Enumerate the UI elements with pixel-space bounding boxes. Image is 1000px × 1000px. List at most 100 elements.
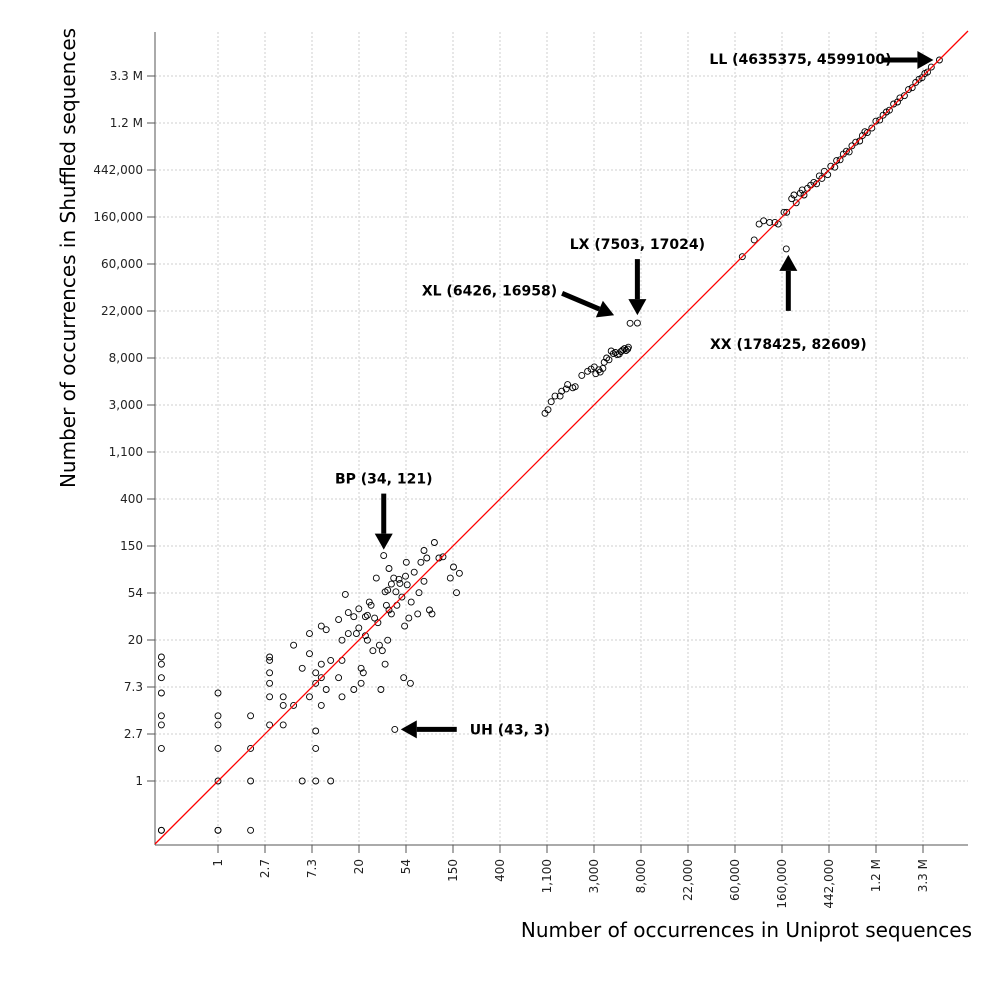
x-tick-label: 2.7: [258, 859, 272, 878]
y-tick-label: 150: [120, 539, 143, 553]
data-point: [900, 92, 908, 100]
y-tick-label: 54: [128, 586, 143, 600]
y-axis-title: Number of occurrences in Shuffled sequen…: [56, 28, 80, 488]
data-point: [842, 147, 850, 155]
y-tick-label: 1: [135, 774, 143, 788]
data-point: [896, 94, 904, 102]
data-point: [385, 565, 393, 572]
data-point: [833, 157, 841, 165]
data-point: [344, 630, 352, 638]
data-point: [415, 589, 423, 597]
data-point: [298, 664, 306, 672]
data-point: [836, 156, 844, 164]
data-point: [266, 721, 274, 729]
annotation-label: XX (178425, 82609): [710, 337, 867, 353]
data-point: [266, 679, 274, 687]
data-point: [157, 826, 165, 834]
data-point: [377, 686, 385, 693]
data-point: [890, 100, 898, 108]
data-point: [863, 129, 871, 137]
data-point: [766, 218, 774, 226]
data-point: [392, 588, 400, 596]
y-tick-label: 1,100: [109, 445, 143, 459]
data-point: [396, 579, 404, 587]
data-point: [312, 777, 320, 785]
y-tick-label: 442,000: [93, 163, 143, 177]
data-point: [266, 653, 274, 661]
data-point: [335, 616, 343, 624]
data-point: [390, 574, 398, 582]
data-point: [800, 191, 808, 199]
data-point: [266, 693, 274, 701]
data-point: [380, 552, 388, 560]
data-point: [927, 63, 935, 71]
data-point: [578, 371, 586, 379]
data-point: [378, 647, 386, 655]
x-axis-title: Number of occurrences in Uniprot sequenc…: [521, 918, 972, 942]
data-point: [876, 116, 884, 124]
data-point: [387, 580, 395, 588]
data-point: [790, 191, 798, 199]
data-point: [856, 137, 864, 145]
data-point: [423, 554, 431, 562]
data-point: [455, 569, 463, 577]
y-tick-label: 400: [120, 492, 143, 506]
data-point: [924, 68, 931, 76]
data-point: [306, 693, 313, 701]
y-tick-label: 8,000: [109, 351, 143, 365]
data-point: [266, 669, 274, 677]
x-tick-label: 60,000: [728, 859, 742, 901]
data-point: [782, 245, 790, 253]
data-point: [157, 721, 165, 729]
data-point: [298, 777, 306, 785]
annotation-label: LL (4635375, 4599100): [709, 52, 891, 68]
x-tick-label: 1,100: [540, 859, 554, 893]
data-point: [157, 674, 165, 682]
data-point: [317, 674, 325, 682]
y-tick-label: 60,000: [101, 257, 143, 271]
data-point: [247, 826, 255, 834]
data-point: [450, 563, 457, 571]
data-point: [214, 777, 222, 785]
data-point: [338, 693, 346, 701]
data-point: [852, 138, 860, 146]
data-point: [755, 220, 763, 228]
data-point: [317, 660, 325, 668]
data-point: [556, 392, 564, 400]
annotation-label: UH (43, 3): [470, 722, 550, 738]
data-point: [361, 613, 369, 621]
data-point: [562, 385, 570, 393]
data-point: [395, 575, 403, 583]
data-point: [417, 558, 425, 566]
data-point: [317, 701, 325, 709]
data-point: [279, 701, 287, 709]
data-point: [214, 721, 222, 729]
data-point: [405, 614, 413, 622]
x-tick-label: 8,000: [634, 859, 648, 893]
data-point: [312, 679, 320, 687]
data-point: [317, 622, 325, 630]
data-point: [796, 189, 804, 197]
annotation-label: BP (34, 121): [335, 472, 433, 488]
data-point: [547, 398, 555, 406]
data-point: [247, 744, 255, 752]
annotation-arrow-head: [779, 254, 798, 271]
data-point: [446, 574, 454, 582]
y-tick-label: 7.3: [124, 680, 143, 694]
data-point: [750, 236, 758, 244]
y-tick-label: 20: [128, 633, 143, 647]
data-point: [338, 636, 346, 644]
data-point: [355, 605, 363, 613]
data-point: [398, 593, 406, 601]
data-point: [363, 636, 371, 644]
data-point: [357, 679, 365, 687]
data-point: [391, 725, 399, 733]
data-point: [410, 568, 418, 576]
data-point: [369, 647, 377, 655]
data-point: [381, 660, 389, 668]
x-tick-label: 442,000: [822, 859, 836, 909]
x-tick-label: 1: [211, 859, 225, 867]
data-point: [341, 590, 349, 598]
data-point: [335, 674, 343, 682]
